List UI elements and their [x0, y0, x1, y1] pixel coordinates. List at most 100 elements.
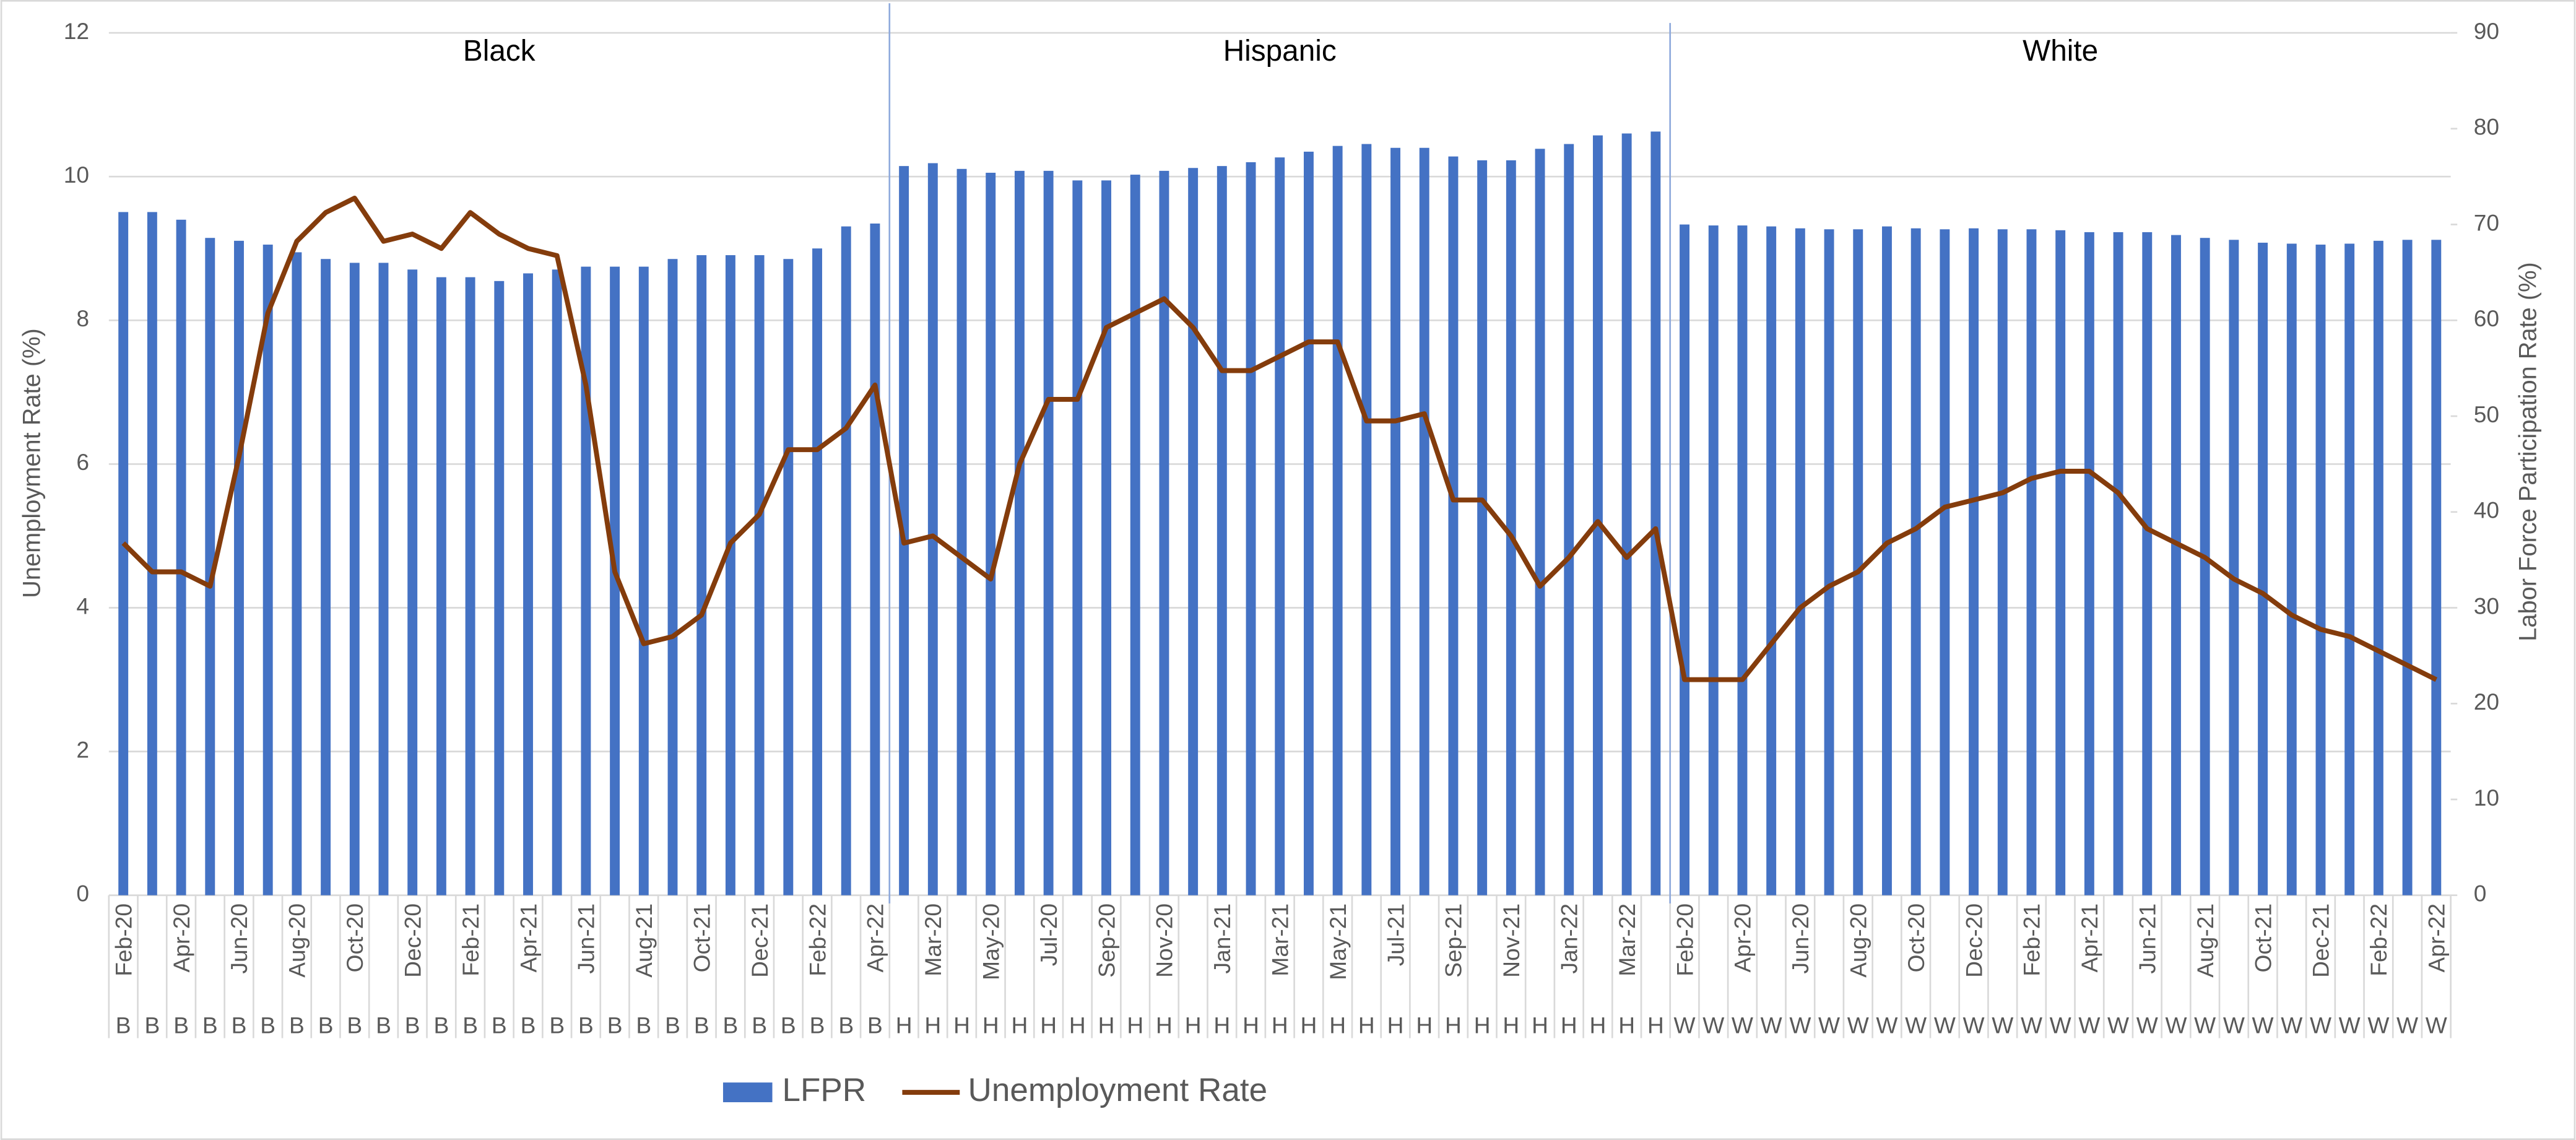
- bar: [1680, 224, 1690, 895]
- x-group-code: H: [1185, 1012, 1202, 1038]
- x-group-code: B: [781, 1012, 796, 1038]
- x-group-code: W: [2136, 1012, 2158, 1038]
- bar: [638, 266, 649, 895]
- x-tick-label: Nov-20: [1151, 903, 1177, 978]
- y2-tick-label: 40: [2474, 497, 2499, 523]
- x-tick-label: May-21: [1325, 903, 1351, 980]
- x-tick-label: Mar-21: [1267, 903, 1293, 977]
- group-label: Black: [463, 35, 536, 67]
- bar: [1997, 229, 2008, 895]
- x-group-code: B: [549, 1012, 565, 1038]
- bar: [1014, 170, 1025, 895]
- bar: [2084, 232, 2094, 895]
- bar: [1188, 168, 1199, 895]
- legend-swatch: [722, 1082, 773, 1102]
- y-tick-label: 12: [64, 18, 89, 44]
- x-group-code: B: [723, 1012, 739, 1038]
- x-group-code: B: [867, 1012, 883, 1038]
- x-group-code: H: [1127, 1012, 1143, 1038]
- y2-tick-label: 30: [2474, 593, 2499, 619]
- bar: [2258, 242, 2268, 895]
- x-group-code: W: [1934, 1012, 1956, 1038]
- x-group-code: H: [1098, 1012, 1115, 1038]
- x-group-code: W: [2223, 1012, 2245, 1038]
- x-group-code: B: [434, 1012, 449, 1038]
- bar: [783, 259, 794, 895]
- bar: [812, 248, 822, 895]
- x-group-code: W: [1818, 1012, 1840, 1038]
- x-group-code: B: [607, 1012, 623, 1038]
- x-group-code: H: [1532, 1012, 1548, 1038]
- x-group-code: H: [1387, 1012, 1404, 1038]
- x-group-code: W: [2021, 1012, 2042, 1038]
- bar: [465, 277, 475, 895]
- x-group-code: H: [1213, 1012, 1230, 1038]
- x-tick-label: Apr-21: [515, 903, 541, 972]
- bar: [1650, 131, 1661, 895]
- x-group-code: W: [2107, 1012, 2129, 1038]
- legend-label: Unemployment Rate: [968, 1072, 1268, 1108]
- line: [121, 196, 2438, 682]
- x-group-code: H: [1590, 1012, 1607, 1038]
- x-group-code: B: [232, 1012, 247, 1038]
- x-tick-label: Feb-20: [1672, 903, 1698, 977]
- x-group-code: H: [953, 1012, 970, 1038]
- bar: [407, 269, 418, 895]
- y2-tick-label: 60: [2474, 305, 2499, 331]
- bar: [1621, 133, 1632, 895]
- bar: [1564, 144, 1574, 895]
- bar: [2286, 243, 2297, 895]
- x-group-code: B: [347, 1012, 362, 1038]
- x-group-code: W: [1847, 1012, 1869, 1038]
- x-tick-label: Dec-21: [747, 903, 773, 978]
- x-tick-label: Jul-21: [1382, 903, 1408, 966]
- y2-axis-title: Labor Force Participation Rate (%): [2515, 262, 2542, 641]
- x-group-code: B: [810, 1012, 825, 1038]
- x-group-code: W: [1702, 1012, 1724, 1038]
- x-group-code: W: [2194, 1012, 2216, 1038]
- x-tick-label: Apr-22: [2424, 903, 2450, 972]
- x-group-code: B: [838, 1012, 854, 1038]
- x-tick-label: Sep-20: [1093, 903, 1119, 978]
- x-group-code: H: [982, 1012, 999, 1038]
- y-tick-label: 8: [76, 305, 89, 331]
- bar: [2200, 238, 2210, 895]
- x-group-code: B: [521, 1012, 536, 1038]
- x-group-code: H: [1561, 1012, 1577, 1038]
- x-group-code: W: [2050, 1012, 2071, 1038]
- x-tick-label: Jun-21: [573, 903, 599, 974]
- bar: [870, 223, 880, 895]
- bar: [1940, 229, 1950, 895]
- x-group-code: H: [1012, 1012, 1028, 1038]
- x-group-code: H: [1272, 1012, 1288, 1038]
- bar: [1130, 175, 1140, 895]
- x-group-code: W: [1876, 1012, 1897, 1038]
- x-tick-label: Aug-20: [1845, 903, 1871, 978]
- y-tick-label: 6: [76, 449, 89, 475]
- bar: [1969, 228, 1979, 895]
- x-tick-label: Aug-20: [284, 903, 310, 978]
- x-group-code: B: [636, 1012, 651, 1038]
- x-tick-label: Dec-20: [399, 903, 425, 978]
- bar: [1246, 162, 1256, 895]
- bar: [2142, 232, 2153, 895]
- bar: [349, 263, 360, 895]
- bar: [1303, 151, 1314, 895]
- y2-tick-label: 50: [2474, 401, 2499, 427]
- x-group-code: W: [2426, 1012, 2447, 1038]
- bar: [725, 255, 735, 895]
- bar: [1708, 225, 1719, 895]
- bar: [2026, 229, 2037, 895]
- bar: [1332, 146, 1343, 895]
- bar: [1159, 170, 1169, 895]
- y-tick-label: 4: [76, 593, 89, 619]
- bar: [2344, 243, 2355, 895]
- x-group-code: W: [2396, 1012, 2418, 1038]
- bar: [1795, 228, 1805, 895]
- x-tick-label: Feb-22: [2366, 903, 2392, 977]
- group-label: Hispanic: [1223, 35, 1337, 67]
- bar: [523, 273, 533, 895]
- x-group-code: W: [2165, 1012, 2187, 1038]
- bar: [1824, 229, 1834, 895]
